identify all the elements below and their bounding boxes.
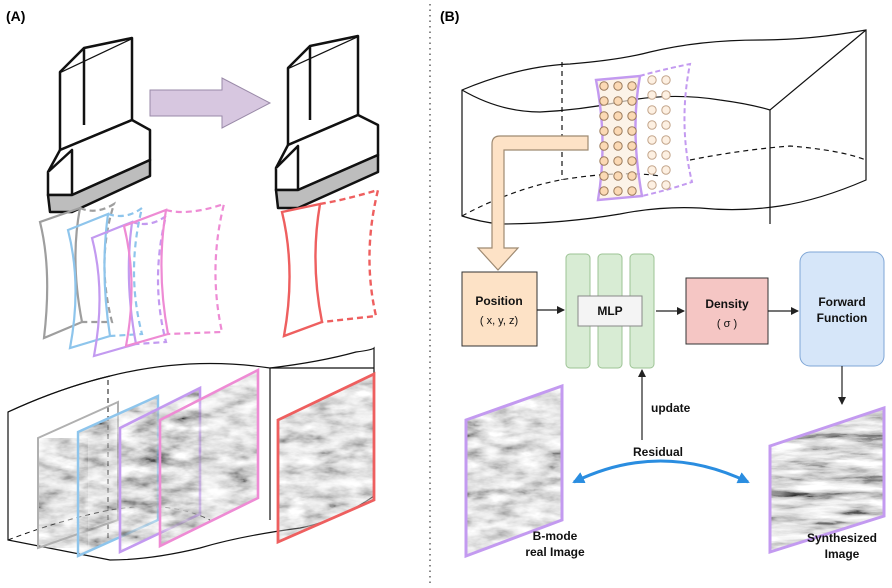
sample-point — [647, 150, 657, 160]
position-block: Position ( x, y, z) — [461, 271, 538, 347]
position-title: Position — [475, 294, 522, 308]
frame-sweep-gray — [38, 201, 116, 340]
sampling-grid-front — [594, 74, 644, 202]
sample-point — [613, 126, 623, 136]
density-title: Density — [705, 297, 749, 311]
residual-label: Residual — [633, 445, 683, 459]
sample-point — [647, 105, 657, 115]
sample-point — [647, 180, 657, 190]
sampling-grid-back — [639, 62, 694, 197]
frame-sweep-red — [280, 188, 380, 338]
panel-b-label: (B) — [440, 8, 459, 24]
motion-arrow — [149, 77, 272, 129]
sample-point — [627, 81, 637, 91]
sample-point — [599, 81, 609, 91]
sample-point — [661, 105, 671, 115]
sample-point — [613, 81, 623, 91]
sample-point — [661, 120, 671, 130]
sample-point — [661, 180, 671, 190]
sample-point — [599, 186, 609, 196]
sample-point — [627, 111, 637, 121]
synth-caption-line2: Image — [825, 547, 860, 561]
sample-point — [613, 96, 623, 106]
sample-point — [647, 90, 657, 100]
bmode-caption-line1: B-mode — [533, 529, 578, 543]
sample-to-position-arrow — [476, 135, 589, 271]
mlp-block: MLP — [565, 253, 655, 369]
bmode-caption-line2: real Image — [525, 545, 585, 559]
sample-point — [613, 111, 623, 121]
sample-point — [661, 135, 671, 145]
frame-sweep-purple — [90, 213, 168, 358]
sample-point — [661, 90, 671, 100]
sample-point — [599, 141, 609, 151]
sample-point — [599, 111, 609, 121]
sample-point — [613, 156, 623, 166]
frame-sweep-blue — [66, 205, 144, 350]
update-label: update — [651, 401, 691, 415]
sample-point — [647, 135, 657, 145]
density-subtitle: ( σ ) — [717, 318, 737, 330]
sample-point — [627, 186, 637, 196]
forward-function-block: Forward Function — [799, 251, 885, 367]
sample-point — [627, 141, 637, 151]
sample-point — [627, 171, 637, 181]
sample-point — [599, 171, 609, 181]
sample-point — [647, 165, 657, 175]
sample-point — [613, 186, 623, 196]
sample-point — [627, 156, 637, 166]
forward-line2: Function — [817, 311, 868, 325]
sample-point — [599, 126, 609, 136]
sample-point — [627, 126, 637, 136]
sample-point — [627, 96, 637, 106]
forward-line1: Forward — [818, 295, 865, 309]
ultrasound-probe-left — [46, 36, 152, 214]
sample-point — [599, 96, 609, 106]
sample-point — [647, 75, 657, 85]
sample-points — [599, 75, 671, 196]
synth-caption-line1: Synthesized — [807, 531, 877, 545]
panel-a-label: (A) — [6, 8, 25, 24]
ultrasound-probe-right — [274, 34, 380, 210]
sample-point — [613, 171, 623, 181]
sample-point — [599, 156, 609, 166]
residual-arrow — [572, 459, 750, 484]
sample-point — [661, 150, 671, 160]
position-subtitle: ( x, y, z) — [480, 315, 518, 327]
sample-point — [661, 165, 671, 175]
sample-point — [613, 141, 623, 151]
density-block: Density ( σ ) — [685, 277, 769, 345]
mlp-label: MLP — [597, 304, 622, 318]
sample-point — [661, 75, 671, 85]
sample-point — [647, 120, 657, 130]
frame-sweep-pink — [122, 202, 226, 348]
